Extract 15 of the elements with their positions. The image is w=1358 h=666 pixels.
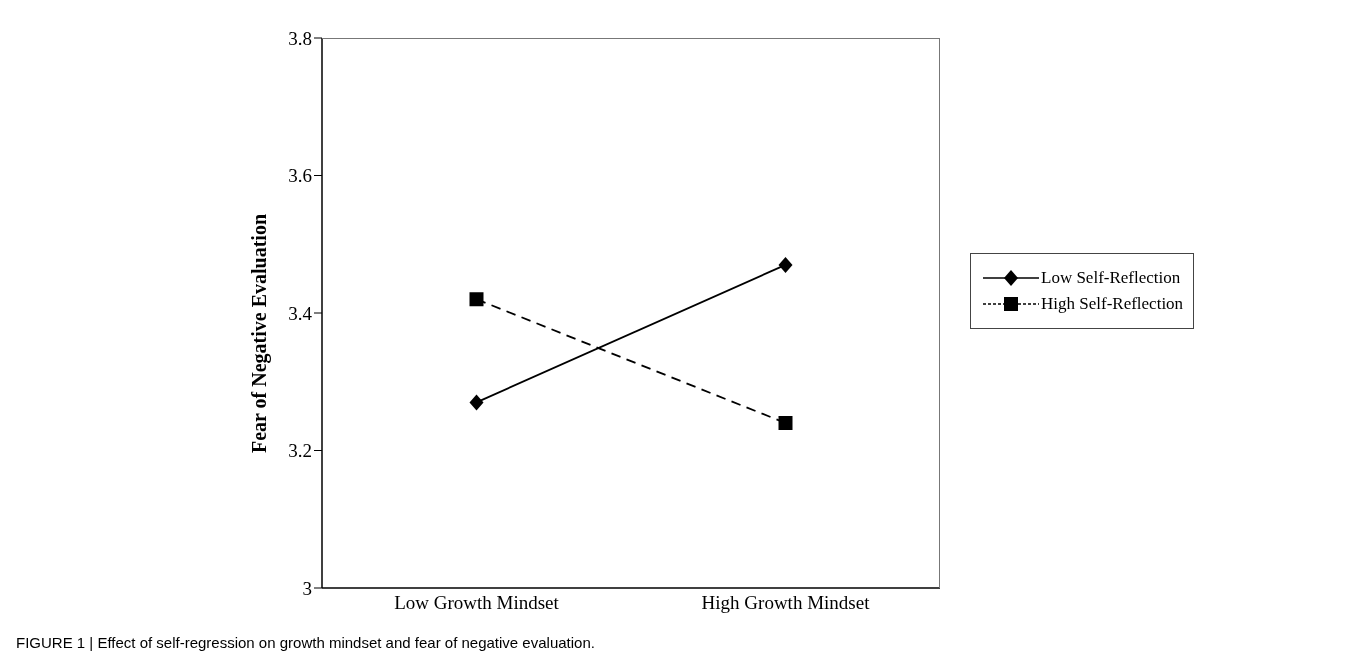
y-tick-label: 3.4 — [288, 302, 313, 324]
point — [778, 416, 793, 430]
y-tick-label: 3.2 — [288, 440, 312, 462]
x-tick-label: Low Growth Mindset — [394, 592, 560, 614]
y-tick-label: 3.8 — [288, 27, 312, 49]
point — [778, 256, 793, 273]
x-tick-label: High Growth Mindset — [701, 592, 871, 614]
legend-label: Low Self-Reflection — [1041, 268, 1181, 288]
y-tick-label: 3.6 — [288, 165, 312, 187]
point — [469, 292, 484, 307]
point — [469, 394, 484, 411]
legend-label: High Self-Reflection — [1041, 294, 1184, 314]
caption: FIGURE 1 | Effect of self-regression on growth mindset and fear of negative evaluation. — [16, 634, 596, 651]
y-axis-title: Fear of Negative Evaluation — [248, 213, 272, 453]
y-tick-label: 3 — [302, 577, 312, 599]
